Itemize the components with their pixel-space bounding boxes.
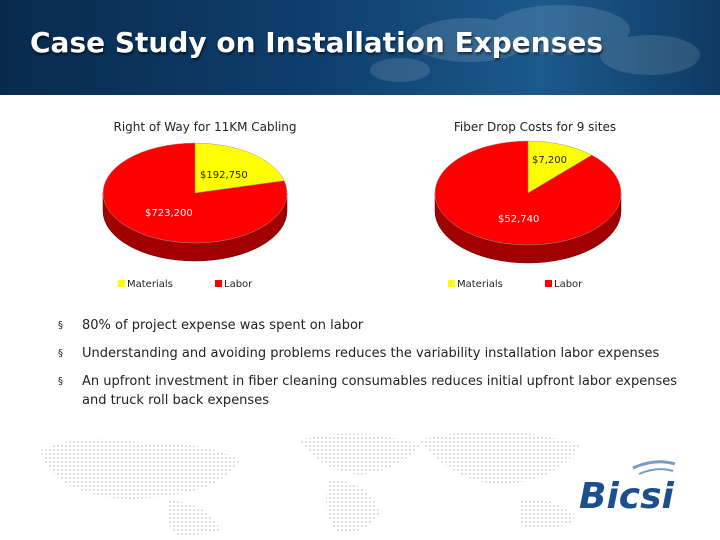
page-title: Case Study on Installation Expenses — [30, 26, 604, 59]
bicsi-logo: Bicsi — [579, 460, 676, 517]
legend-swatch — [118, 280, 125, 287]
legend-label: Materials — [127, 279, 173, 290]
header-banner: Case Study on Installation Expenses — [0, 0, 720, 95]
bullet-text: An upfront investment in fiber cleaning … — [82, 374, 677, 408]
data-label: $7,200 — [532, 155, 567, 166]
world-map-dots-decoration — [40, 431, 580, 538]
data-label: $52,740 — [498, 214, 539, 225]
bullet-item: § Understanding and avoiding problems re… — [58, 344, 678, 363]
legend-label: Labor — [554, 279, 583, 290]
world-map-decoration — [370, 5, 700, 82]
legend-label: Labor — [224, 279, 253, 290]
pie-slice-labor — [434, 140, 622, 246]
bullet-text: 80% of project expense was spent on labo… — [82, 318, 364, 333]
data-label: $192,750 — [200, 170, 248, 181]
bullet-item: § An upfront investment in fiber cleanin… — [58, 372, 678, 410]
pie-slice-materials — [527, 140, 593, 194]
bullet-icon: § — [58, 320, 63, 331]
bullet-item: § 80% of project expense was spent on la… — [58, 316, 678, 335]
bullet-list: § 80% of project expense was spent on la… — [58, 316, 678, 419]
pie-slice-materials — [194, 142, 285, 194]
pie-chart-svg: Fiber Drop Costs for 9 sites $7,200 $52,74… — [434, 120, 622, 290]
legend-swatch — [545, 280, 552, 287]
bullet-icon: § — [58, 348, 63, 359]
legend-swatch — [215, 280, 222, 287]
chart-title: Right of Way for 11KM Cabling — [113, 120, 296, 134]
pie-chart-fiber-drop: Fiber Drop Costs for 9 sites $7,200 $52,74… — [420, 108, 650, 302]
chart-title: Fiber Drop Costs for 9 sites — [454, 120, 616, 134]
pie-slice-labor — [102, 142, 288, 244]
bullet-icon: § — [58, 376, 63, 387]
legend-label: Materials — [457, 279, 503, 290]
legend-swatch — [448, 280, 455, 287]
logo-swoosh-icon — [638, 468, 674, 475]
bullet-text: Understanding and avoiding problems redu… — [82, 346, 660, 361]
data-label: $723,200 — [145, 208, 193, 219]
logo-text: Bicsi — [579, 476, 675, 517]
logo-swoosh-icon — [632, 460, 676, 470]
pie-chart-svg: Right of Way for 11KM Cabling $192,750 $72… — [102, 120, 297, 290]
pie-chart-right-of-way: Right of Way for 11KM Cabling $192,750 $72… — [90, 108, 320, 302]
